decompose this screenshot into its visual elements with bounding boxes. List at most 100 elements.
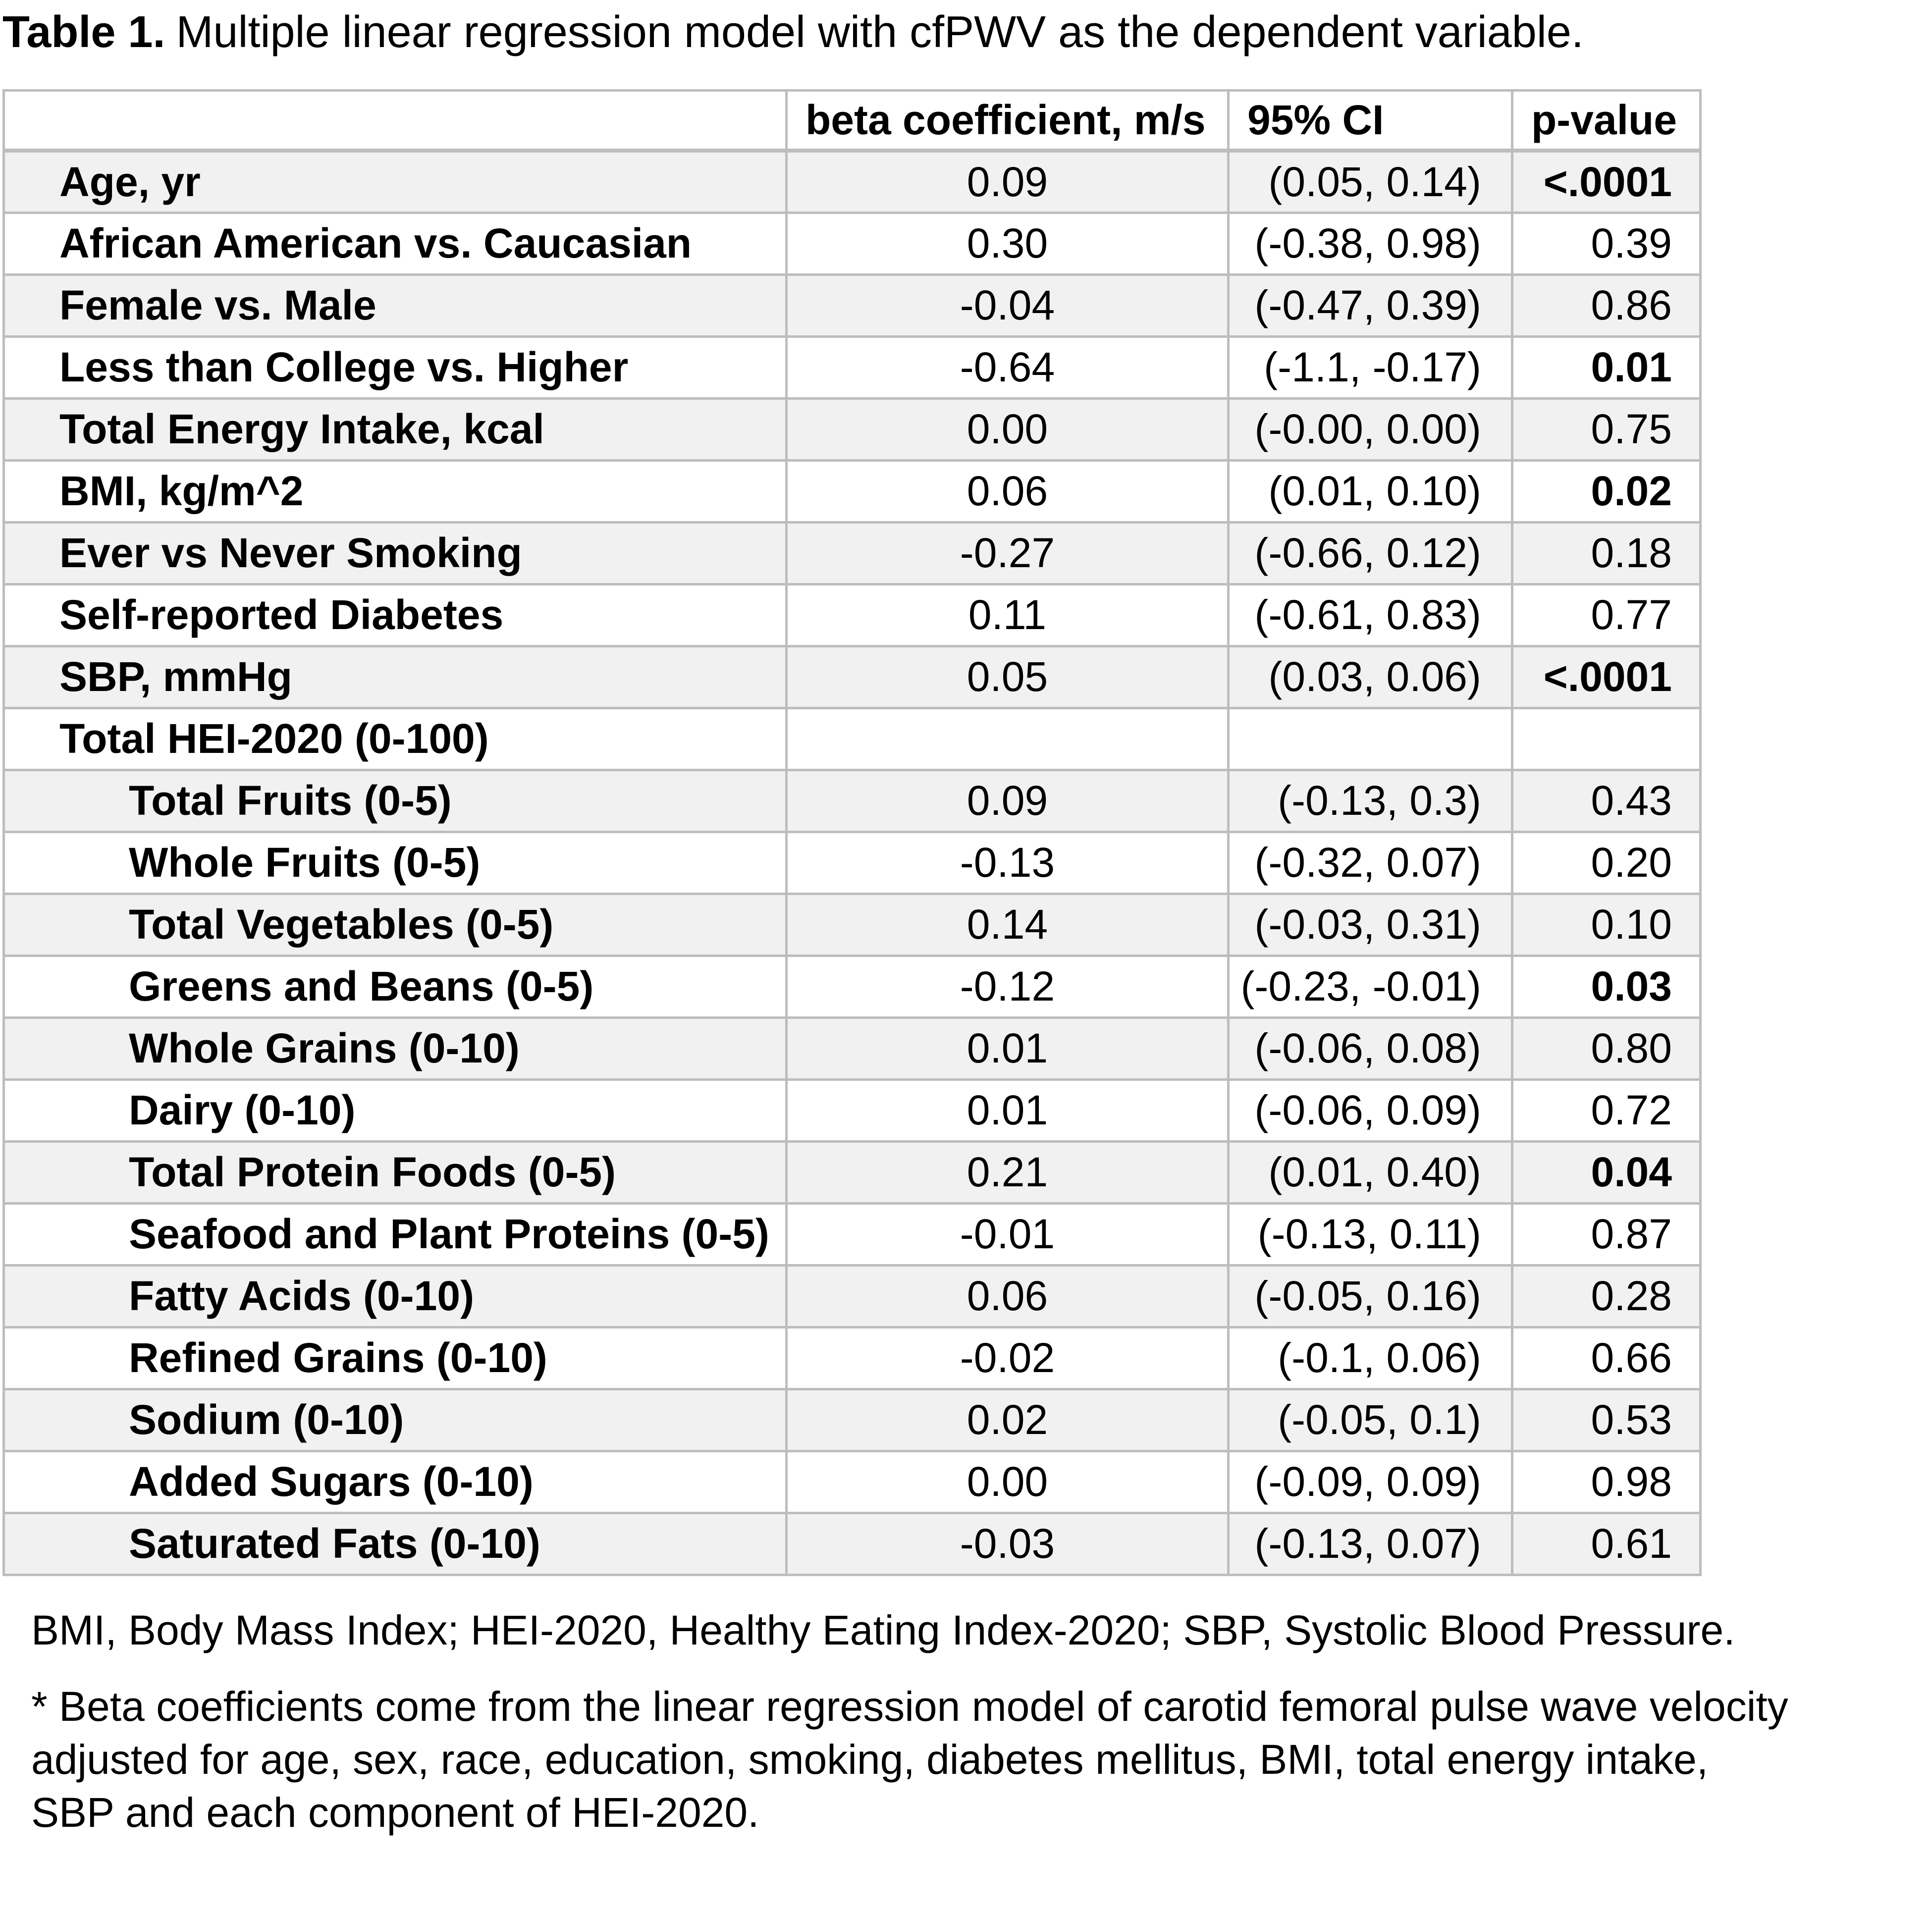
table-row: Saturated Fats (0-10) -0.03 (-0.13, 0.07) 0… (2, 1511, 1702, 1576)
table-row: Added Sugars (0-10) 0.00 (-0.09, 0.09) 0.98 (2, 1449, 1702, 1514)
variable-label-cell: SBP, mmHg (2, 644, 788, 709)
table-title-text: Multiple linear regression model with cf… (176, 7, 1584, 57)
beta-coefficients-footnote: * Beta coefficients come from the linear… (31, 1683, 1788, 1836)
ci-value-cell: (-0.03, 0.31) (1227, 892, 1513, 957)
variable-label-cell: Dairy (0-10) (2, 1078, 788, 1143)
variable-label-cell: Less than College vs. Higher (2, 335, 788, 400)
p-value-cell: 0.43 (1511, 768, 1702, 833)
table-row: Fatty Acids (0-10) 0.06 (-0.05, 0.16) 0.28 (2, 1264, 1702, 1328)
variable-label-cell: Total Fruits (0-5) (2, 768, 788, 833)
table-row: Female vs. Male -0.04 (-0.47, 0.39) 0.86 (2, 273, 1702, 338)
ci-value-cell: (-0.61, 0.83) (1227, 583, 1513, 647)
variable-label-cell: Saturated Fats (0-10) (2, 1511, 788, 1576)
p-value-cell: 0.53 (1511, 1387, 1702, 1452)
ci-value-cell: (-0.13, 0.3) (1227, 768, 1513, 833)
beta-value-cell: 0.11 (785, 583, 1230, 647)
variable-label-cell: Whole Grains (0-10) (2, 1016, 788, 1081)
abbreviations-footnote: BMI, Body Mass Index; HEI-2020, Healthy … (31, 1606, 1735, 1653)
table-row: Total Energy Intake, kcal 0.00 (-0.00, 0.0… (2, 397, 1702, 462)
table-row: Total Protein Foods (0-5) 0.21 (0.01, 0.40… (2, 1140, 1702, 1205)
header-beta-coefficient: beta coefficient, m/s (785, 89, 1230, 153)
variable-label-cell: Total Vegetables (0-5) (2, 892, 788, 957)
beta-value-cell: -0.02 (785, 1326, 1230, 1390)
beta-value-cell: 0.06 (785, 459, 1230, 524)
beta-value-cell: -0.27 (785, 521, 1230, 585)
p-value-cell: <.0001 (1511, 644, 1702, 709)
ci-value-cell: (-0.23, -0.01) (1227, 954, 1513, 1019)
variable-label-cell: Sodium (0-10) (2, 1387, 788, 1452)
beta-value-cell: 0.09 (785, 149, 1230, 214)
p-value-cell (1511, 706, 1702, 771)
table-row: African American vs. Caucasian 0.30 (-0.38… (2, 211, 1702, 276)
beta-value-cell (785, 706, 1230, 771)
header-row: beta coefficient, m/s 95% CI p-value (2, 89, 1702, 153)
table-row: Greens and Beans (0-5) -0.12 (-0.23, -0.01… (2, 954, 1702, 1019)
table-row: Whole Grains (0-10) 0.01 (-0.06, 0.08) 0.80 (2, 1016, 1702, 1081)
ci-value-cell: (-1.1, -0.17) (1227, 335, 1513, 400)
variable-label-cell: Age, yr (2, 149, 788, 214)
table-body: Age, yr 0.09 (0.05, 0.14) <.0001 African Ame… (2, 149, 1702, 1576)
table-row: Age, yr 0.09 (0.05, 0.14) <.0001 (2, 149, 1702, 214)
p-value-cell: 0.72 (1511, 1078, 1702, 1143)
variable-label-cell: Total Energy Intake, kcal (2, 397, 788, 462)
document-page: Table 1. Multiple linear regression model… (2, 7, 1788, 1836)
p-value-cell: 0.01 (1511, 335, 1702, 400)
ci-value-cell: (-0.38, 0.98) (1227, 211, 1513, 276)
p-value-cell: 0.04 (1511, 1140, 1702, 1205)
p-value-cell: 0.28 (1511, 1264, 1702, 1328)
ci-value-cell: (0.01, 0.10) (1227, 459, 1513, 524)
p-value-cell: 0.02 (1511, 459, 1702, 524)
ci-value-cell: (-0.66, 0.12) (1227, 521, 1513, 585)
p-value-cell: 0.75 (1511, 397, 1702, 462)
beta-value-cell: 0.05 (785, 644, 1230, 709)
variable-label-cell: Whole Fruits (0-5) (2, 830, 788, 895)
table-title-number: Table 1. (2, 7, 165, 57)
beta-value-cell: 0.00 (785, 1449, 1230, 1514)
beta-value-cell: -0.04 (785, 273, 1230, 338)
variable-label-cell: Total HEI-2020 (0-100) (2, 706, 788, 771)
header-95ci: 95% CI (1227, 89, 1513, 153)
variable-label-cell: BMI, kg/m^2 (2, 459, 788, 524)
ci-value-cell: (-0.32, 0.07) (1227, 830, 1513, 895)
table-row: Total Vegetables (0-5) 0.14 (-0.03, 0.31) 0… (2, 892, 1702, 957)
p-value-cell: 0.10 (1511, 892, 1702, 957)
table-row: Dairy (0-10) 0.01 (-0.06, 0.09) 0.72 (2, 1078, 1702, 1143)
beta-value-cell: 0.02 (785, 1387, 1230, 1452)
p-value-cell: 0.61 (1511, 1511, 1702, 1576)
p-value-cell: <.0001 (1511, 149, 1702, 214)
variable-label-cell: Added Sugars (0-10) (2, 1449, 788, 1514)
variable-label-cell: Fatty Acids (0-10) (2, 1264, 788, 1328)
beta-value-cell: -0.03 (785, 1511, 1230, 1576)
beta-value-cell: -0.12 (785, 954, 1230, 1019)
table-row: Less than College vs. Higher -0.64 (-1.1, … (2, 335, 1702, 400)
table-row: Self-reported Diabetes 0.11 (-0.61, 0.83) 0… (2, 583, 1702, 647)
ci-value-cell: (0.05, 0.14) (1227, 149, 1513, 214)
p-value-cell: 0.86 (1511, 273, 1702, 338)
ci-value-cell: (-0.1, 0.06) (1227, 1326, 1513, 1390)
ci-value-cell: (-0.09, 0.09) (1227, 1449, 1513, 1514)
table-row: Seafood and Plant Proteins (0-5) -0.01 (-0… (2, 1202, 1702, 1267)
table-row: Ever vs Never Smoking -0.27 (-0.66, 0.12) 0… (2, 521, 1702, 585)
regression-table: beta coefficient, m/s 95% CI p-value Age… (2, 89, 1702, 1576)
ci-value-cell: (-0.47, 0.39) (1227, 273, 1513, 338)
ci-value-cell (1227, 706, 1513, 771)
variable-label-cell: Refined Grains (0-10) (2, 1326, 788, 1390)
p-value-cell: 0.80 (1511, 1016, 1702, 1081)
p-value-cell: 0.87 (1511, 1202, 1702, 1267)
beta-value-cell: 0.06 (785, 1264, 1230, 1328)
beta-value-cell: 0.30 (785, 211, 1230, 276)
beta-value-cell: 0.09 (785, 768, 1230, 833)
header-p-value: p-value (1511, 89, 1702, 153)
table-row: SBP, mmHg 0.05 (0.03, 0.06) <.0001 (2, 644, 1702, 709)
beta-value-cell: 0.21 (785, 1140, 1230, 1205)
table-row: BMI, kg/m^2 0.06 (0.01, 0.10) 0.02 (2, 459, 1702, 524)
table-row: Total Fruits (0-5) 0.09 (-0.13, 0.3) 0.43 (2, 768, 1702, 833)
beta-value-cell: 0.00 (785, 397, 1230, 462)
ci-value-cell: (-0.05, 0.1) (1227, 1387, 1513, 1452)
p-value-cell: 0.39 (1511, 211, 1702, 276)
table-row: Sodium (0-10) 0.02 (-0.05, 0.1) 0.53 (2, 1387, 1702, 1452)
variable-label-cell: Total Protein Foods (0-5) (2, 1140, 788, 1205)
beta-value-cell: -0.64 (785, 335, 1230, 400)
variable-label-cell: African American vs. Caucasian (2, 211, 788, 276)
table-row: Whole Fruits (0-5) -0.13 (-0.32, 0.07) 0.20 (2, 830, 1702, 895)
